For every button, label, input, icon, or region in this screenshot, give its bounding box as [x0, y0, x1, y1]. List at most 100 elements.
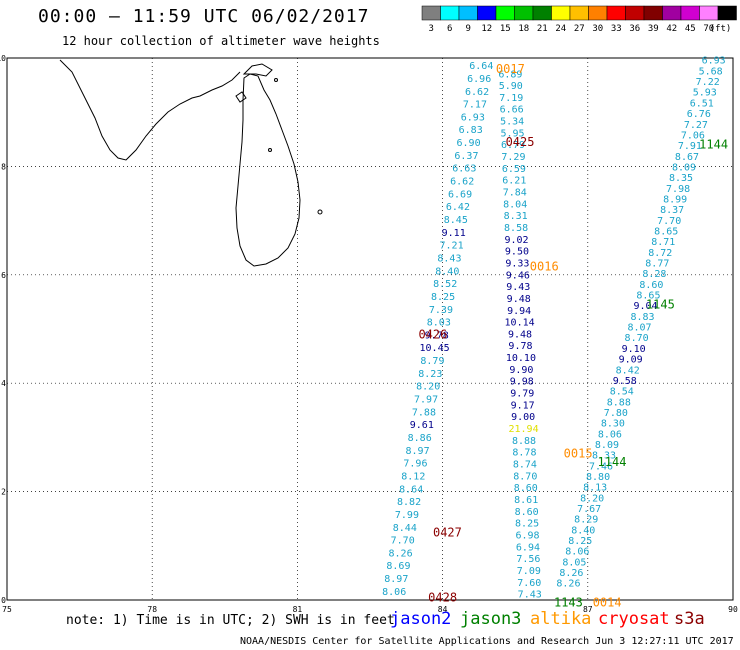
latitude-tick-label: 6 — [1, 271, 6, 280]
pass-time-label: 0016 — [530, 260, 559, 274]
latitude-tick-label: 4 — [1, 379, 6, 388]
longitude-tick-label: 84 — [438, 605, 448, 614]
longitude-tick-label: 87 — [583, 605, 593, 614]
swh-value: 7.98 — [666, 184, 690, 195]
swh-value: 7.19 — [499, 93, 523, 104]
swh-value: 6.93 — [702, 56, 726, 67]
swh-value: 7.96 — [403, 459, 427, 470]
grid-lines — [6, 57, 734, 601]
swh-value: 9.94 — [507, 306, 531, 317]
track-jason2_desc_mid: 6.895.907.196.665.345.956.797.296.596.21… — [498, 69, 541, 600]
swh-value: 6.59 — [502, 164, 526, 175]
latitude-tick-label: 2 — [1, 488, 6, 497]
sri-lanka-island — [235, 73, 301, 267]
swh-value: 6.98 — [515, 530, 539, 541]
wave-height-tracks: 6.646.966.627.176.936.836.906.376.636.62… — [382, 56, 726, 601]
swh-value: 7.91 — [678, 141, 702, 152]
legend-jason3: jason3 — [460, 609, 522, 629]
swh-value: 8.25 — [515, 519, 539, 530]
swh-value: 8.31 — [504, 211, 528, 222]
colorbar-swatch — [643, 5, 663, 21]
swh-value: 8.79 — [420, 356, 444, 367]
colorbar-label: 45 — [685, 24, 696, 34]
colorbar-label: 6 — [447, 24, 452, 34]
swh-value: 9.10 — [622, 344, 646, 355]
swh-value: 6.83 — [459, 125, 483, 136]
swh-value: 7.67 — [577, 504, 601, 515]
note-text: note: 1) Time is in UTC; 2) SWH is in fe… — [66, 613, 395, 628]
pass-time-label: 0427 — [433, 525, 462, 539]
sri-lanka-coastline — [59, 59, 323, 267]
colorbar-label: 30 — [592, 24, 603, 34]
swh-value: 8.40 — [571, 525, 595, 536]
latitude-tick-label: 0 — [1, 596, 6, 605]
colorbar-swatch — [699, 5, 719, 21]
swh-value: 8.43 — [437, 253, 461, 264]
colorbar-swatch — [588, 5, 608, 21]
swh-value: 8.03 — [427, 318, 451, 329]
swh-value: 8.23 — [418, 369, 442, 380]
swh-value: 6.96 — [467, 74, 491, 85]
pass-time-label: 1144 — [598, 455, 627, 469]
swh-value: 8.06 — [598, 429, 622, 440]
swh-value: 9.11 — [442, 228, 466, 239]
colorbar-label: 12 — [481, 24, 492, 34]
swh-value: 8.88 — [607, 397, 631, 408]
swh-value: 8.65 — [654, 226, 678, 237]
swh-value: 8.60 — [639, 280, 663, 291]
swh-value: 8.35 — [669, 173, 693, 184]
swh-value: 8.45 — [444, 215, 468, 226]
swh-value: 10.45 — [420, 343, 450, 354]
plot-frame — [6, 57, 734, 601]
swh-value: 9.58 — [613, 376, 637, 387]
swh-value: 6.42 — [446, 202, 470, 213]
colorbar-label: 42 — [666, 24, 677, 34]
pass-time-label: 1143 — [554, 596, 583, 610]
swh-value: 8.64 — [399, 484, 423, 495]
colorbar-swatch — [551, 5, 571, 21]
swh-value: 8.80 — [586, 472, 610, 483]
colorbar-label: 70 — [703, 24, 714, 34]
pass-time-label: 0015 — [564, 447, 593, 461]
swh-value: 6.76 — [687, 109, 711, 120]
swh-value: 6.63 — [452, 164, 476, 175]
colorbar-label: 27 — [574, 24, 585, 34]
pass-time-label: 0425 — [506, 135, 535, 149]
legend-s3a: s3a — [674, 609, 705, 629]
swh-value: 9.48 — [508, 329, 532, 340]
swh-value: 5.68 — [699, 66, 723, 77]
swh-value: 8.71 — [651, 237, 675, 248]
islet — [274, 78, 278, 82]
colorbar-swatch — [458, 5, 478, 21]
swh-value: 8.82 — [397, 497, 421, 508]
swh-value: 10.14 — [505, 318, 535, 329]
pass-time-label: 0426 — [418, 327, 447, 341]
longitude-tick-label: 78 — [147, 605, 157, 614]
colorbar-label: 3 — [429, 24, 434, 34]
colorbar-unit: (ft) — [710, 24, 732, 34]
swh-value: 8.25 — [568, 536, 592, 547]
swh-value: 7.17 — [463, 100, 487, 111]
swh-value: 8.04 — [503, 199, 527, 210]
swh-value: 7.56 — [516, 554, 540, 565]
colorbar-swatch — [717, 5, 737, 21]
swh-value: 8.09 — [595, 440, 619, 451]
swh-value: 6.79 — [501, 140, 525, 151]
swh-value: 9.04 — [633, 301, 657, 312]
swh-value: 7.06 — [681, 130, 705, 141]
swh-value: 7.21 — [440, 241, 464, 252]
latitude-tick-label: 10 — [0, 54, 6, 63]
longitude-tick-label: 81 — [293, 605, 303, 614]
swh-value: 6.64 — [469, 61, 493, 72]
swh-value: 7.84 — [503, 188, 527, 199]
colorbar-swatch — [495, 5, 515, 21]
jaffna-peninsula — [242, 63, 273, 77]
swh-value: 6.93 — [461, 112, 485, 123]
swh-value: 10.10 — [506, 353, 536, 364]
colorbar-label: 36 — [629, 24, 640, 34]
swh-value: 5.90 — [499, 81, 523, 92]
india-coastline — [59, 59, 241, 161]
swh-value: 7.22 — [696, 77, 720, 88]
swh-value: 8.40 — [435, 266, 459, 277]
